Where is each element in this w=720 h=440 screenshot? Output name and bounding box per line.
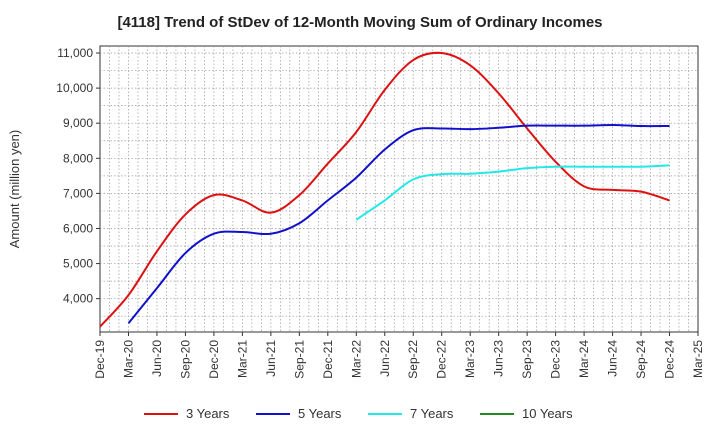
legend-label-10-years: 10 Years <box>522 406 573 421</box>
x-tick-label: Jun-20 <box>150 340 164 377</box>
x-tick-label: Mar-23 <box>463 340 477 378</box>
x-tick-label: Sep-24 <box>634 340 648 379</box>
x-tick-label: Jun-22 <box>378 340 392 377</box>
x-tick-label: Sep-23 <box>520 340 534 379</box>
series-line-7-years <box>355 164 670 221</box>
x-tick-label: Dec-20 <box>207 340 221 379</box>
x-tick-label: Dec-22 <box>435 340 449 379</box>
x-tick-label: Dec-23 <box>549 340 563 379</box>
y-tick-label: 4,000 <box>63 292 93 306</box>
x-tick-label: Dec-24 <box>663 340 677 379</box>
x-tick-label: Mar-20 <box>121 340 135 378</box>
y-axis-label: Amount (million yen) <box>7 130 22 249</box>
legend-label-5-years: 5 Years <box>298 406 342 421</box>
legend-label-7-years: 7 Years <box>410 406 454 421</box>
y-tick-label: 10,000 <box>56 81 93 95</box>
series-line-3-years <box>99 51 670 328</box>
x-tick-label: Dec-19 <box>93 340 107 379</box>
y-tick-label: 9,000 <box>63 116 93 130</box>
chart-title: [4118] Trend of StDev of 12-Month Moving… <box>117 14 603 31</box>
x-tick-label: Jun-21 <box>264 340 278 377</box>
y-tick-label: 7,000 <box>63 186 93 200</box>
x-tick-label: Mar-24 <box>577 340 591 378</box>
x-tick-label: Jun-24 <box>606 340 620 377</box>
x-tick-label: Sep-20 <box>178 340 192 379</box>
legend-label-3-years: 3 Years <box>186 406 230 421</box>
x-tick-label: Mar-21 <box>235 340 249 378</box>
x-tick-label: Dec-21 <box>321 340 335 379</box>
x-tick-label: Mar-25 <box>691 340 705 378</box>
y-tick-label: 8,000 <box>63 151 93 165</box>
y-tick-label: 6,000 <box>63 221 93 235</box>
x-tick-label: Jun-23 <box>492 340 506 377</box>
x-tick-label: Sep-22 <box>406 340 420 379</box>
series-line-5-years <box>127 123 670 324</box>
y-tick-label: 11,000 <box>57 46 93 60</box>
x-tick-label: Mar-22 <box>349 340 363 378</box>
x-tick-label: Sep-21 <box>292 340 306 379</box>
y-tick-label: 5,000 <box>63 257 93 271</box>
